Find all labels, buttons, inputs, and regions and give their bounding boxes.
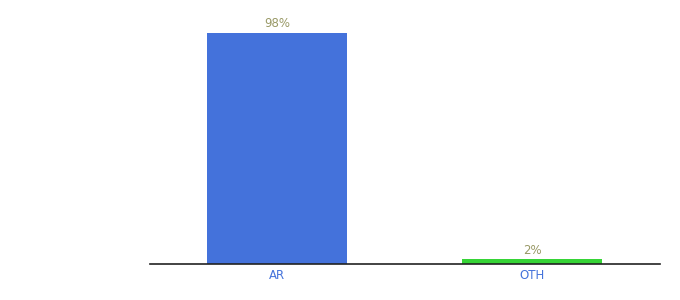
Text: 2%: 2% [523,244,541,257]
Bar [207,33,347,264]
Text: 98%: 98% [264,17,290,30]
Bar [462,259,602,264]
